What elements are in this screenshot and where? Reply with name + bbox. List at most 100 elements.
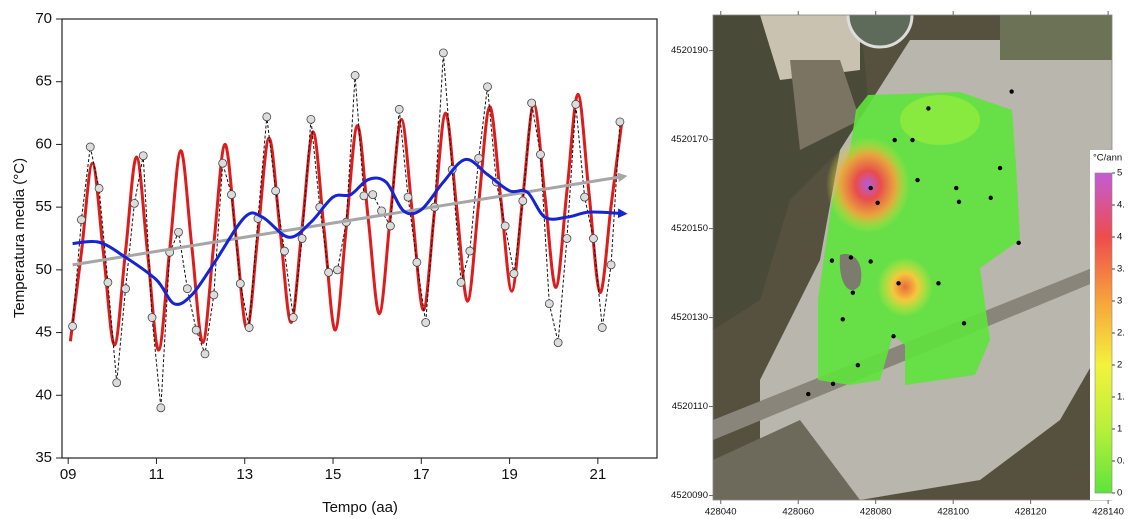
sensor-point (850, 290, 856, 295)
data-point (280, 246, 289, 256)
sensor-point (830, 381, 836, 387)
sensor-point (936, 281, 941, 286)
data-point (589, 234, 598, 243)
x-tick-label: 19 (501, 466, 518, 483)
y-tick-label: 60 (35, 135, 52, 152)
data-point (103, 277, 113, 287)
x-axis-title: Tempo (aa) (322, 499, 398, 516)
y-tick-label: 4520130 (671, 312, 708, 323)
series-line (72, 52, 621, 408)
sensor-point (875, 200, 880, 205)
data-point (553, 338, 563, 348)
data-point (77, 215, 86, 225)
x-tick-label: 428060 (782, 507, 814, 518)
colorbar-tick-label: 1. (1117, 392, 1125, 403)
data-point (138, 151, 148, 161)
x-tick-label: 15 (325, 466, 342, 483)
sensor-point (1016, 240, 1021, 246)
colorbar-tick-label: 2. (1117, 328, 1125, 339)
sensor-point (848, 255, 854, 260)
data-point (129, 198, 139, 208)
data-point (421, 318, 431, 327)
x-tick-label: 17 (413, 466, 430, 483)
plot-frame (61, 18, 658, 459)
x-tick-label: 11 (149, 466, 165, 483)
y-tick-label: 40 (35, 386, 52, 403)
data-point (474, 153, 484, 163)
y-tick-label: 45 (35, 324, 52, 341)
sensor-point (988, 195, 993, 201)
colorbar-tick-label: 3 (1117, 296, 1122, 307)
sensor-point (926, 106, 931, 111)
sensor-point (855, 362, 861, 368)
colorbar-tick-label: 4. (1117, 200, 1125, 211)
sensor-point (840, 317, 845, 322)
data-point (597, 323, 607, 332)
data-point (262, 112, 272, 122)
map-chart: 428040 428060 428080 428100 428120 4281404520… (671, 11, 1125, 518)
data-point (500, 221, 510, 231)
data-point (68, 321, 77, 331)
sensor-point (915, 177, 920, 183)
sensor-point (896, 281, 901, 286)
colorbar (1094, 172, 1113, 494)
x-tick-label: 428120 (1015, 507, 1047, 518)
sensor-point (954, 185, 959, 191)
y-tick-label: 4520190 (671, 45, 708, 56)
data-point (580, 192, 590, 202)
y-tick-label: 70 (35, 10, 52, 27)
data-point (412, 257, 422, 267)
y-axis-title: Temperatura media (°C) (11, 158, 28, 318)
data-point (121, 284, 130, 294)
data-point (483, 82, 492, 92)
sensor-point (961, 321, 967, 326)
colorbar-tick-label: 2 (1117, 360, 1122, 371)
colorbar-tick-label: 1 (1117, 424, 1122, 435)
data-point (288, 313, 298, 322)
data-point (456, 277, 466, 287)
x-tick-label: 09 (60, 466, 77, 483)
y-tick-label: 35 (35, 449, 52, 466)
y-tick-label: 55 (35, 198, 52, 215)
data-point (235, 279, 245, 289)
data-point (394, 104, 404, 114)
data-point (112, 378, 122, 388)
y-tick-label: 4520090 (671, 490, 708, 501)
colorbar-tick-label: 3. (1117, 264, 1125, 275)
data-point (271, 186, 281, 196)
colorbar-title: °C/ann (1093, 153, 1122, 164)
y-tick-label: 65 (35, 73, 52, 90)
colorbar-tick-label: 0 (1117, 488, 1122, 499)
data-point (385, 221, 395, 231)
sensor-point (868, 259, 873, 264)
data-point (209, 290, 219, 300)
y-tick-label: 50 (35, 261, 52, 278)
data-point (562, 234, 572, 243)
data-point (218, 158, 228, 168)
sensor-point (1009, 89, 1014, 94)
x-tick-label: 428100 (937, 507, 969, 518)
x-tick-label: 428080 (860, 507, 892, 518)
data-point (544, 299, 554, 309)
data-point (156, 403, 166, 413)
y-tick-label: 4520170 (671, 134, 708, 145)
data-point (403, 192, 413, 202)
data-point (94, 183, 104, 193)
data-point (174, 227, 183, 237)
data-point (518, 196, 528, 206)
y-tick-label: 4520150 (671, 223, 708, 234)
sensor-point (997, 165, 1003, 171)
x-tick-label: 428040 (705, 507, 737, 518)
colorbar-tick-label: 4 (1117, 232, 1122, 243)
data-point (615, 117, 625, 127)
data-point (324, 267, 334, 277)
data-point (527, 98, 537, 108)
data-point (191, 325, 201, 335)
data-point (297, 234, 307, 243)
series-line (72, 157, 628, 306)
sensor-point (892, 137, 897, 143)
data-point (359, 191, 369, 201)
y-tick-label: 4520110 (672, 401, 708, 412)
colorbar-tick-label: 0. (1117, 456, 1125, 467)
series-line (72, 172, 628, 267)
